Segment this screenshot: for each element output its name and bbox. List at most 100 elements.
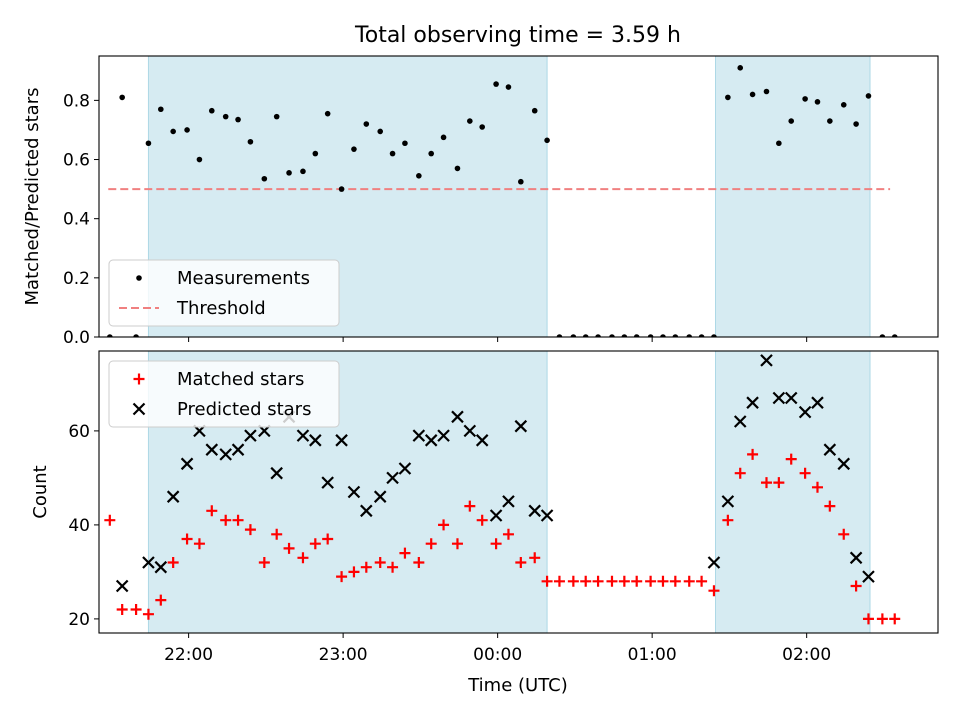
data-point [377, 128, 384, 135]
data-point [321, 476, 334, 489]
data-point [776, 140, 782, 147]
y-tick-label: 0.2 [63, 269, 90, 289]
data-point [286, 170, 292, 176]
data-point [309, 434, 322, 447]
data-point [582, 334, 589, 337]
data-point [837, 457, 851, 471]
data-point [721, 495, 735, 508]
data-point [540, 509, 554, 522]
observing-window-band [715, 350, 871, 634]
data-point [737, 65, 744, 71]
data-point [412, 429, 426, 442]
data-point [862, 570, 875, 583]
data-point [360, 504, 373, 518]
data-point [231, 443, 245, 456]
data-point [387, 561, 399, 573]
data-point [811, 396, 824, 409]
data-point [475, 434, 489, 447]
data-point [502, 495, 515, 508]
data-point [505, 84, 512, 90]
data-point [698, 334, 705, 337]
data-point [672, 334, 679, 337]
data-point [184, 127, 190, 133]
data-point [479, 124, 485, 130]
x-tick-label: 00:00 [473, 645, 522, 665]
data-point [722, 514, 734, 526]
data-point [518, 178, 524, 185]
y-axis-label: Count [30, 465, 51, 518]
legend-box [108, 259, 340, 327]
axes-frame [98, 55, 939, 338]
data-point [416, 172, 422, 179]
data-point [514, 419, 528, 433]
data-point [142, 556, 155, 569]
data-point [621, 334, 628, 337]
data-point [669, 575, 681, 587]
data-point [119, 94, 125, 101]
y-tick-label: 0.6 [63, 151, 90, 171]
data-point [373, 490, 387, 503]
data-point [428, 150, 435, 157]
data-point [142, 608, 154, 620]
data-point [338, 186, 345, 192]
data-point [633, 334, 640, 337]
data-point [788, 118, 795, 124]
data-point [155, 594, 167, 606]
data-point [891, 334, 898, 337]
series-matched-stars [104, 448, 901, 625]
data-point [297, 552, 309, 564]
data-point [734, 467, 746, 479]
legend-box [108, 360, 340, 428]
data-point [273, 113, 280, 120]
data-point [606, 575, 618, 587]
data-point [529, 552, 541, 564]
data-point [838, 528, 850, 540]
data-point [389, 150, 396, 157]
data-point [244, 524, 256, 536]
y-tick-label: 0.8 [63, 91, 90, 111]
data-point [158, 106, 164, 113]
data-point [784, 391, 798, 405]
x-tick-label: 01:00 [628, 645, 677, 665]
data-point [802, 96, 808, 102]
data-point [440, 134, 447, 141]
data-point [399, 547, 411, 559]
data-point [130, 604, 142, 615]
data-point [451, 538, 463, 550]
axes-frame [98, 350, 939, 634]
data-point [296, 429, 310, 442]
data-point [261, 175, 268, 182]
data-point [300, 168, 306, 175]
data-point [553, 575, 565, 587]
data-point [645, 575, 657, 587]
data-point [725, 94, 731, 101]
data-point [823, 443, 837, 456]
data-point [631, 575, 643, 587]
data-point [451, 410, 464, 424]
legend-label: Matched stars [177, 369, 304, 390]
data-point [707, 556, 721, 569]
data-point [270, 466, 283, 480]
data-point [348, 566, 360, 578]
data-point [811, 481, 823, 493]
data-point [336, 571, 348, 583]
data-point [827, 118, 833, 124]
data-point [746, 396, 759, 409]
data-point [351, 146, 357, 152]
data-point [879, 334, 886, 337]
data-point [464, 500, 476, 512]
data-point [785, 453, 797, 465]
data-point [763, 88, 770, 95]
data-point [541, 575, 553, 587]
data-point [374, 557, 386, 568]
data-point [247, 138, 254, 145]
data-point [647, 334, 654, 337]
data-point [773, 477, 785, 489]
data-point [747, 448, 759, 460]
data-point [850, 580, 862, 592]
data-point [862, 613, 874, 625]
data-point [595, 334, 601, 337]
data-point [166, 490, 180, 503]
data-point [363, 121, 370, 127]
data-point [222, 113, 229, 120]
